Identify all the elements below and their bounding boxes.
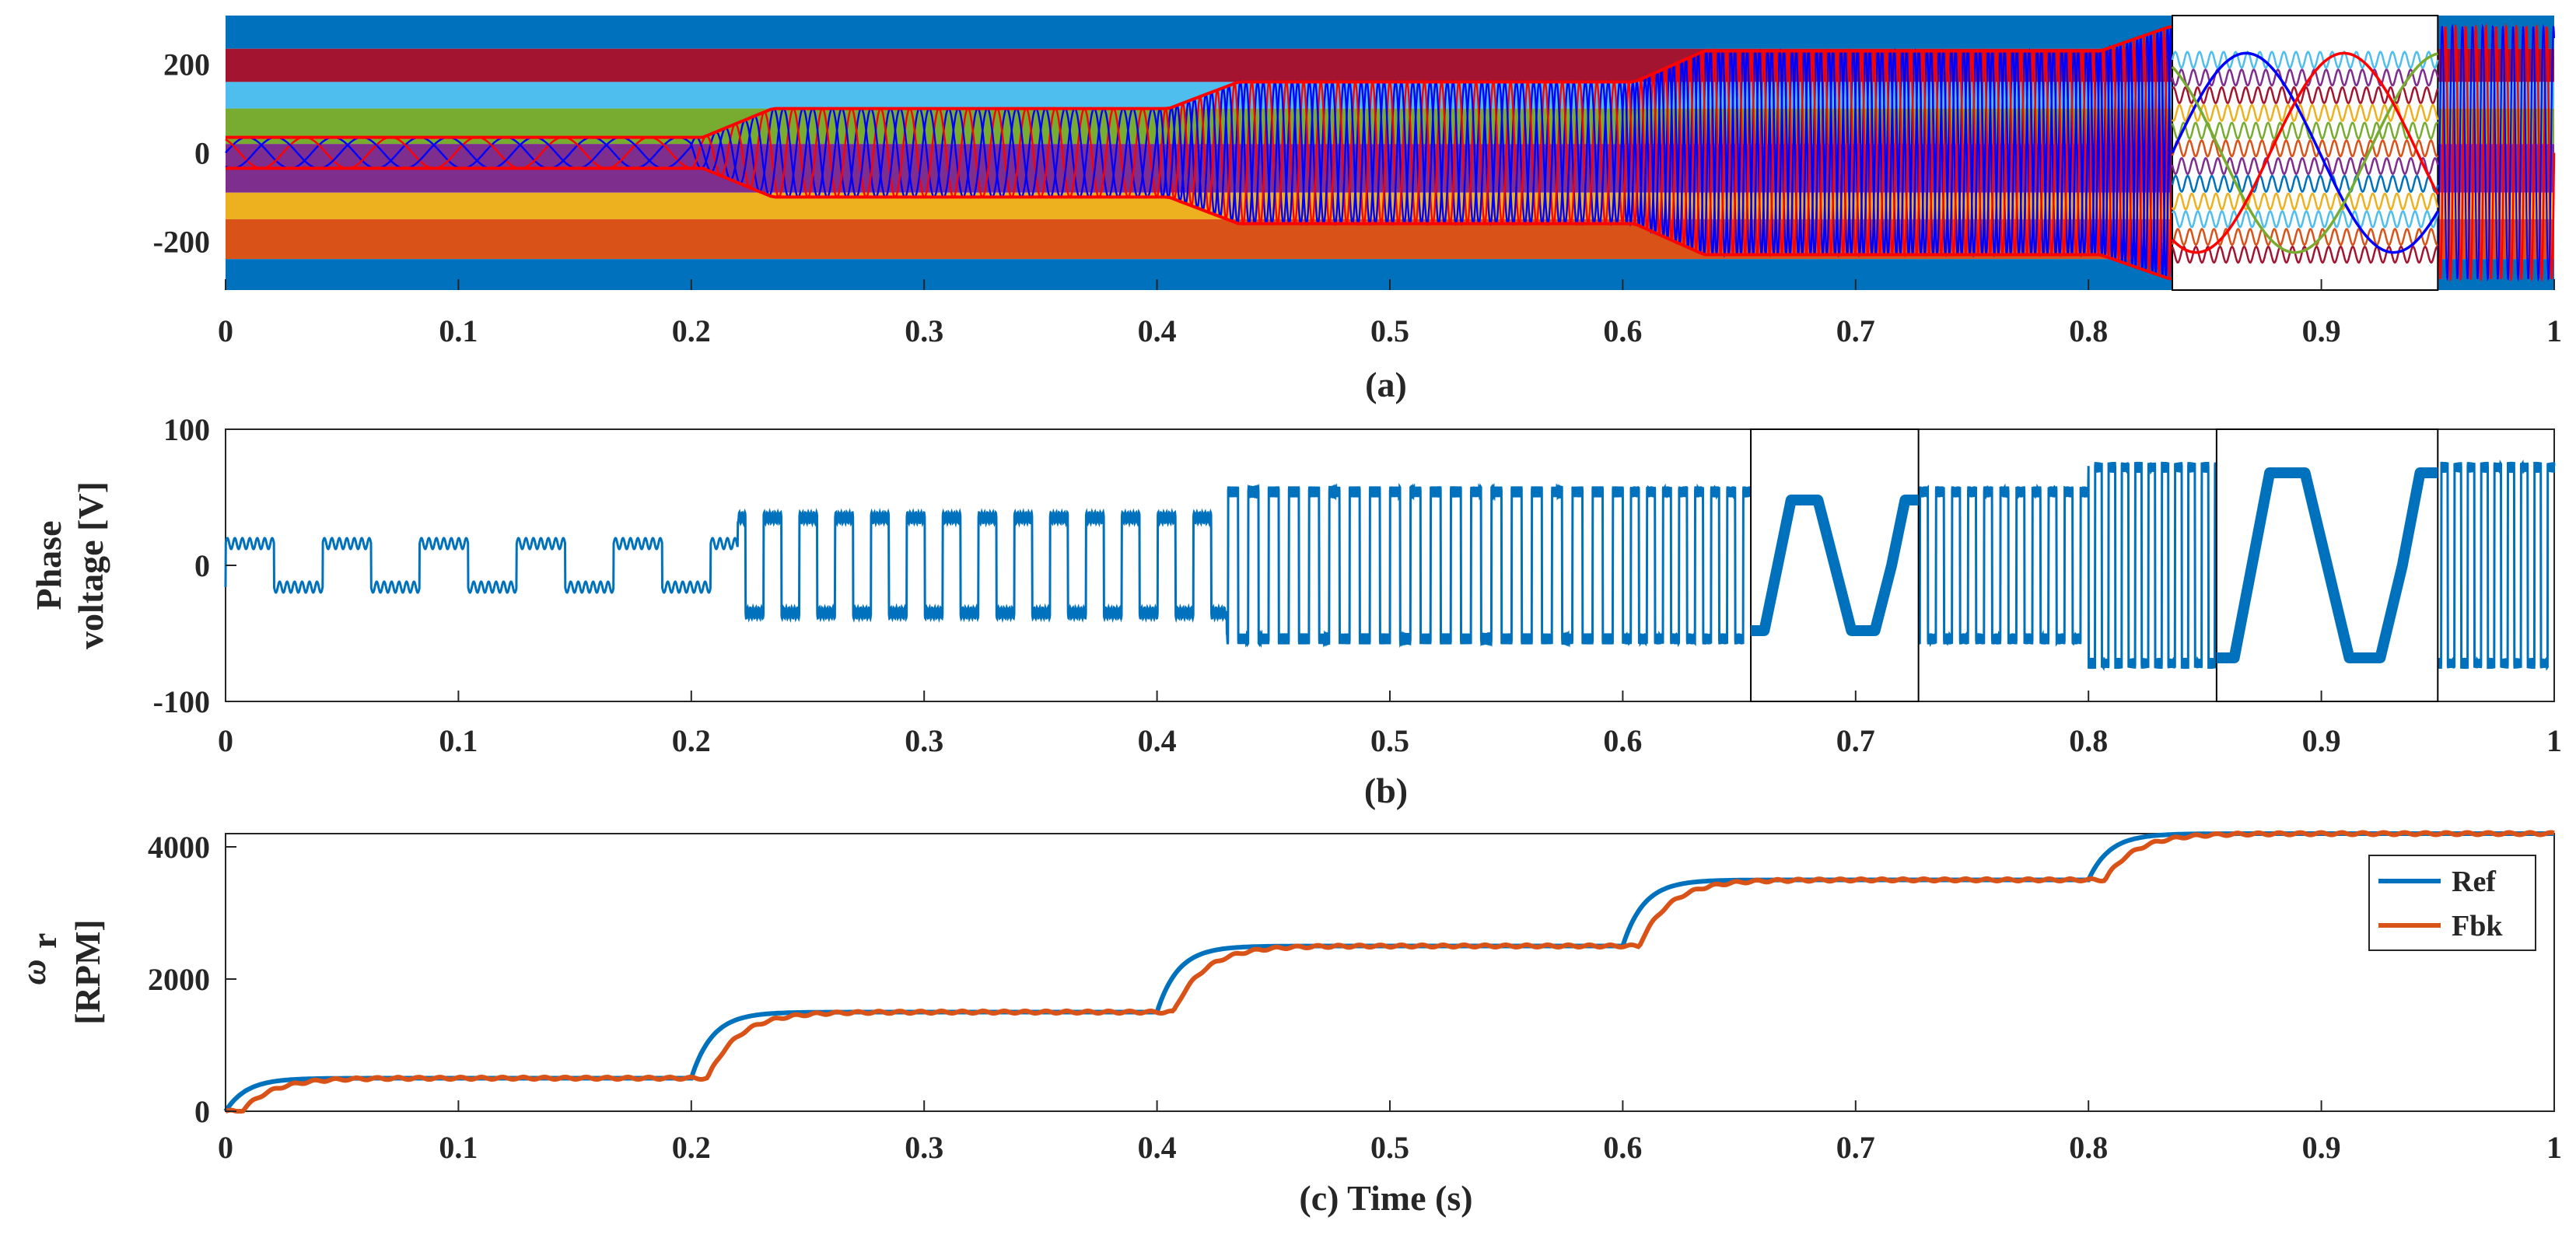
b-ytick-label-0: 100 [163,412,210,447]
a-xtick-label-3: 0.3 [905,313,943,348]
panel-c-rotor-speed: 0 0.1 0.2 0.3 0.4 0.5 0.6 0.7 0.8 0.9 1 4000 2000 0 … [13,830,2562,1218]
c-ytick-label-2: 0 [194,1094,210,1129]
zoom-a-ripple-4 [2171,192,2439,212]
c-ytick-label-0: 4000 [148,830,210,865]
panel-c-ylabel-unit: [RPM] [68,919,107,1024]
b-xtick-label-8: 0.8 [2069,723,2108,758]
panel-a-caption: (a) [1365,365,1407,404]
a-xtick-label-6: 0.6 [1603,313,1642,348]
a-xtick-label-8: 0.8 [2069,313,2108,348]
zoom-a-ripple-b-3 [2171,174,2439,194]
panel-c-axes-box [225,833,2555,1112]
panel-b-caption: (b) [1364,771,1408,810]
panel-a-zoom-inset [2171,15,2439,291]
c-ytick-label-1: 2000 [148,962,210,997]
panel-c-legend: Ref Fbk [2368,855,2536,951]
zoom-a-ripple-b-2 [2171,139,2439,158]
panel-b-ylabel-line1: Phase [29,521,68,610]
a-xtick-label-0: 0 [218,313,233,348]
zoom-a-ripple-3 [2171,156,2439,176]
b-xtick-label-4: 0.4 [1138,723,1177,758]
a-xtick-label-2: 0.2 [672,313,711,348]
c-xtick-label-10: 1 [2546,1130,2562,1165]
b-xtick-label-10: 1 [2546,723,2562,758]
zoom-a-ripple-5 [2171,227,2438,247]
c-xtick-label-4: 0.4 [1138,1130,1177,1165]
a-ytick-label-1: 0 [194,136,210,171]
a-ytick-label-2: -200 [153,224,210,259]
panel-a-phase-currents: 0 0.1 0.2 0.3 0.4 0.5 0.6 0.7 0.8 0.9 1 200 0 -200 (… [153,15,2562,404]
panel-b-voltage-wave [224,460,2556,671]
panel-c-x-ticks: 0 0.1 0.2 0.3 0.4 0.5 0.6 0.7 0.8 0.9 1 [218,1100,2562,1165]
a-ytick-label-0: 200 [163,47,210,82]
envelope-top [226,25,2173,139]
panel-b-ylabel-line2: voltage [V] [71,481,110,649]
c-xtick-label-3: 0.3 [905,1130,943,1165]
zoom-a-ripple-b-4 [2171,210,2439,229]
b-ytick-label-2: -100 [153,684,210,719]
panel-b-x-ticks: 0 0.1 0.2 0.3 0.4 0.5 0.6 0.7 0.8 0.9 1 [218,691,2562,758]
b-xtick-label-7: 0.7 [1836,723,1875,758]
panel-b-zoom-insets [1750,428,2439,702]
panel-c-speed-lines [223,830,2555,1114]
c-xtick-label-6: 0.6 [1603,1130,1642,1165]
panel-a-current-waves [225,23,2556,283]
legend-box [2368,855,2536,951]
panel-a-y-ticks: 200 0 -200 [153,47,210,260]
a-xtick-label-10: 1 [2546,313,2562,348]
panel-c-ylabel-sub: r [24,933,64,949]
b-xtick-label-5: 0.5 [1370,723,1409,758]
b-ytick-label-1: 0 [194,548,210,583]
c-xtick-label-7: 0.7 [1836,1130,1875,1165]
panel-b-y-ticks: 100 0 -100 [153,412,236,719]
c-xtick-label-5: 0.5 [1370,1130,1409,1165]
c-xtick-label-8: 0.8 [2069,1130,2108,1165]
panel-a-x-ticks: 0 0.1 0.2 0.3 0.4 0.5 0.6 0.7 0.8 0.9 1 [218,279,2562,348]
c-xtick-label-0: 0 [218,1130,233,1165]
a-xtick-label-9: 0.9 [2302,313,2341,348]
b-xtick-label-1: 0.1 [439,723,478,758]
panel-c-caption: (c) Time (s) [1299,1178,1472,1218]
zoom-a-ripple-0 [2171,51,2439,69]
speed-line-ref [223,831,2554,1113]
zoom-b-voltage-0 [1751,495,1919,636]
b-xtick-label-2: 0.2 [672,723,711,758]
current-wave-tail-blue [2437,23,2555,282]
zoom-a-slow-wave-2 [2171,51,2439,254]
c-xtick-label-2: 0.2 [672,1130,711,1165]
panel-c-ylabel: ω r [13,933,64,985]
legend-ref-label: Ref [2452,866,2497,898]
zoom-a-ripple-b-5 [2171,245,2438,264]
b-xtick-label-9: 0.9 [2302,723,2341,758]
envelope-bottom [226,166,2173,281]
legend-fbk-label: Fbk [2452,910,2503,942]
a-xtick-label-1: 0.1 [439,313,478,348]
a-xtick-label-5: 0.5 [1370,313,1409,348]
c-xtick-label-1: 0.1 [439,1130,478,1165]
phase-voltage-line [224,460,2556,671]
current-wave-2 [225,26,2174,278]
b-xtick-label-6: 0.6 [1603,723,1642,758]
zoom-a-ripple-1 [2171,86,2439,105]
zoom-b-voltage-1 [2216,467,2438,663]
panel-c-ylabel-symbol: ω [13,959,53,984]
b-xtick-label-3: 0.3 [905,723,943,758]
zoom-a-slow-wave-0 [2171,51,2439,254]
a-xtick-label-7: 0.7 [1836,313,1875,348]
b-xtick-label-0: 0 [218,723,233,758]
c-xtick-label-9: 0.9 [2302,1130,2341,1165]
speed-line-fbk [225,830,2555,1114]
panel-c-y-ticks: 4000 2000 0 [148,830,236,1129]
a-xtick-label-4: 0.4 [1138,313,1177,348]
current-wave-1 [225,29,2174,279]
